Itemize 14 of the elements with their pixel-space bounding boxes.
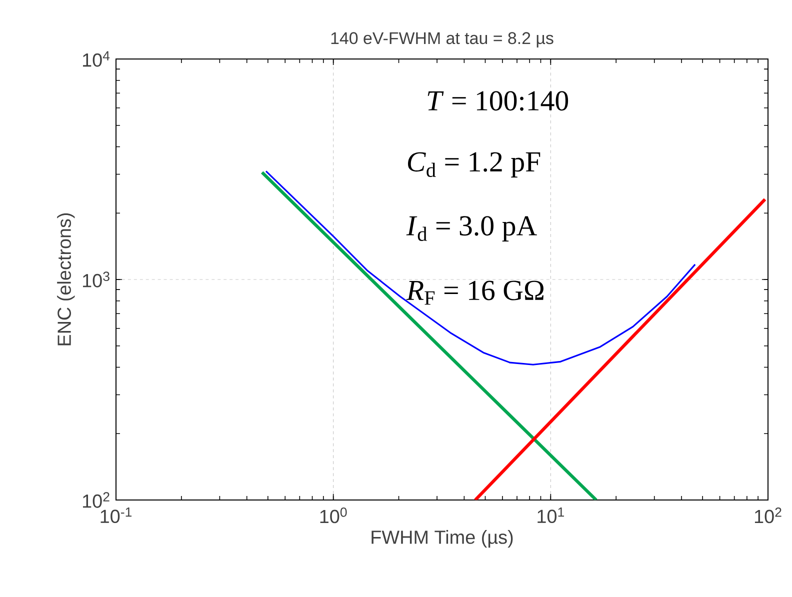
x-tick-label: 10$^{1}$ (538, 508, 564, 524)
annotation: T = 100:140 (428, 91, 568, 111)
y-tick-label: 10$^{3}$ (83, 272, 110, 288)
chart-title: 140 eV-FWHM at tau = 8.2 µs (331, 32, 554, 48)
y-tick-label: 10$^{2}$ (83, 492, 110, 508)
x-axis-title: FWHM Time (µs) (372, 530, 513, 548)
annotation: C$_{d}$ = 1.2 pF (408, 152, 540, 178)
x-tick-label: 10$^{-1}$ (100, 508, 132, 524)
y-axis-title: ENC (electrons) (57, 213, 75, 346)
x-tick-label: 10$^{0}$ (320, 508, 347, 524)
y-tick-label: 10$^{4}$ (83, 51, 110, 67)
x-tick-label: 10$^{2}$ (754, 508, 782, 524)
annotation: R$_{F}$ = 16 GΩ (406, 280, 544, 305)
annotation: I$_{d}$ = 3.0 pA (406, 216, 537, 242)
